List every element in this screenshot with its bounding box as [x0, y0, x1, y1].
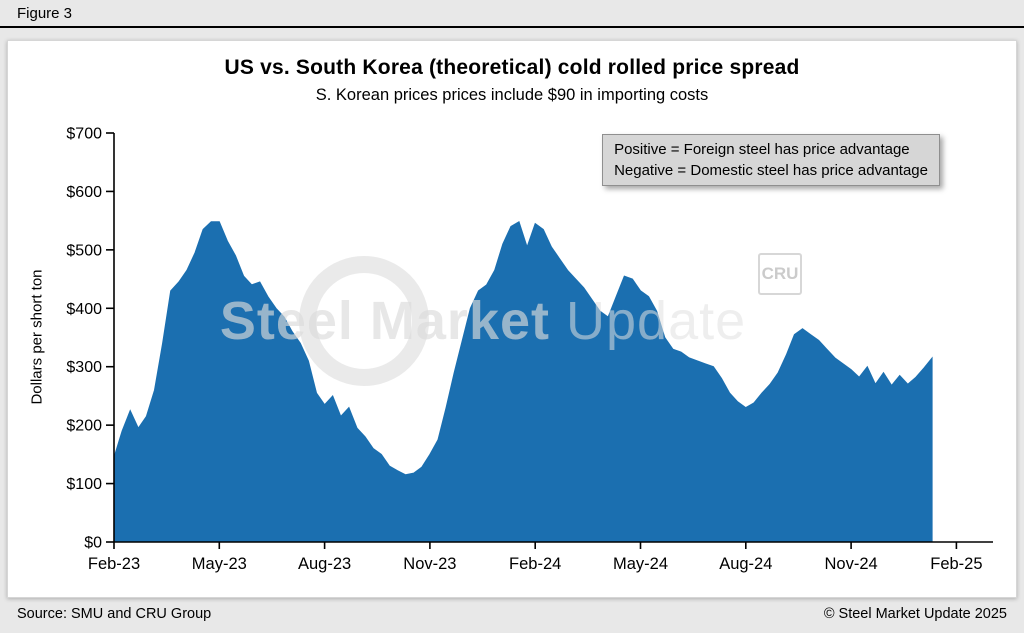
x-tick-label: Aug-23 [298, 555, 351, 573]
y-tick-label: $100 [66, 476, 102, 493]
x-tick-label: Aug-24 [719, 555, 772, 573]
x-tick-label: Nov-24 [824, 555, 877, 573]
chart-title: US vs. South Korea (theoretical) cold ro… [224, 56, 800, 79]
copyright-notice: © Steel Market Update 2025 [823, 606, 1007, 622]
x-tick-label: Feb-23 [88, 555, 140, 573]
x-tick-label: May-24 [613, 555, 668, 573]
chart-panel: US vs. South Korea (theoretical) cold ro… [7, 40, 1017, 598]
y-tick-label: $200 [66, 418, 102, 435]
figure-label: Figure 3 [17, 5, 73, 22]
legend-note-line1: Positive = Foreign steel has price advan… [614, 141, 910, 158]
price-spread-chart: $0 $100 $200 $300 $400 $500 $600 $700 Feb-23 May-… [66, 126, 993, 573]
legend-note-box: Positive = Foreign steel has price advan… [602, 134, 940, 186]
y-tick-label: $400 [66, 301, 102, 318]
y-tick-label: $500 [66, 242, 102, 259]
top-divider-rule [0, 26, 1024, 28]
source-attribution: Source: SMU and CRU Group [17, 606, 212, 622]
x-tick-label: Nov-23 [403, 555, 456, 573]
y-tick-label: $700 [66, 126, 102, 143]
x-tick-label: Feb-24 [509, 555, 561, 573]
chart-subtitle: S. Korean prices prices include $90 in i… [315, 86, 709, 104]
legend-note-line2: Negative = Domestic steel has price adva… [614, 162, 928, 179]
y-axis-label: Dollars per short ton [28, 269, 46, 405]
y-tick-label: $0 [84, 535, 102, 552]
y-tick-label: $600 [66, 184, 102, 201]
x-tick-label: Feb-25 [930, 555, 982, 573]
price-spread-area-series [113, 221, 933, 543]
x-tick-label: May-23 [192, 555, 247, 573]
y-tick-label: $300 [66, 359, 102, 376]
